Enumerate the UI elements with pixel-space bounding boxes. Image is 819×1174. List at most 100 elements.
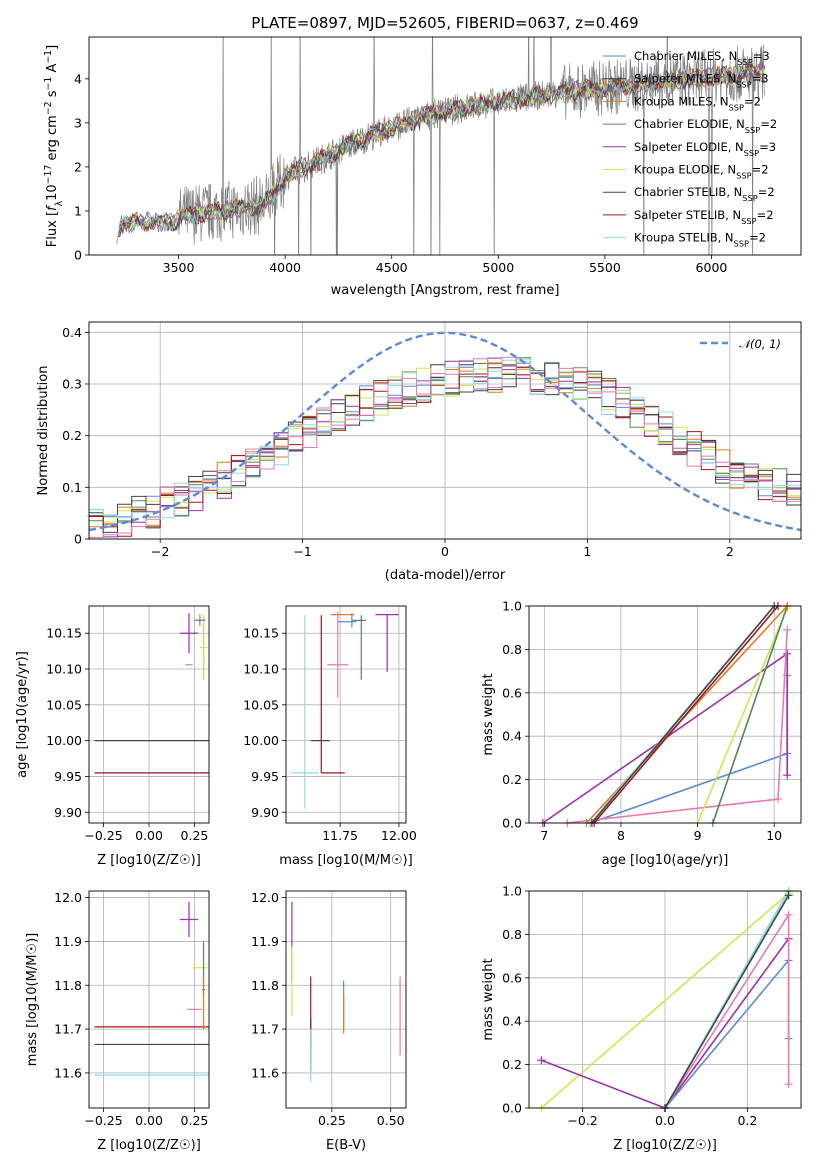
y-axis-label: mass weight: [481, 958, 496, 1040]
gridlines: [89, 322, 801, 540]
x-tick-label: 7: [540, 828, 548, 843]
panel-weight_vs_Z: −0.2 0.0 0.2 0.0 0.2 0.4 0.6 0.8 1.0: [502, 884, 802, 1128]
y-axis-label: mass weight: [481, 673, 496, 755]
error-bar-point: [179, 613, 199, 654]
y-tick-label: 10.00: [243, 733, 279, 748]
weight-line: [591, 605, 775, 824]
x-tick-label: 1: [583, 544, 591, 559]
axes-frame: [528, 605, 802, 824]
panel-weight_vs_age: 7 8 9 10 0.0 0.2 0.4 0.6 0.8 1.0: [502, 599, 802, 843]
x-tick-label: 4000: [269, 260, 301, 275]
y-tick-label: 12.0: [251, 890, 279, 905]
plot-area: [88, 331, 802, 538]
y-tick-label: 10.10: [243, 662, 279, 677]
weight-line: [664, 894, 790, 1109]
y-tick-label: 1: [74, 203, 82, 218]
legend-entry: Kroupa ELODIE, NSSP=2: [634, 163, 769, 181]
y-tick-label: 0.4: [502, 729, 522, 744]
y-tick-label: 0.6: [502, 970, 522, 985]
x-tick-label: 0.25: [318, 1113, 346, 1128]
y-tick-label: 0.2: [62, 428, 82, 443]
axes-frame: [285, 605, 407, 824]
y-tick-label: 4: [74, 71, 82, 86]
x-tick-label: −0.25: [84, 828, 122, 843]
x-tick-label: 0.50: [377, 1113, 405, 1128]
gridlines: [529, 605, 801, 824]
plot-area: [291, 901, 401, 1082]
legend-entry: Chabrier ELODIE, NSSP=2: [634, 117, 777, 135]
weight-line: [696, 607, 788, 824]
y-tick-label: 12.0: [54, 890, 82, 905]
panel-mass_vs_ebv: 0.25 0.50 11.6 11.7 11.8 11.9 12.0: [251, 890, 407, 1128]
y-tick-label: 11.9: [54, 934, 82, 949]
y-tick-label: 11.6: [251, 1065, 279, 1080]
legend-entry: Salpeter STELIB, NSSP=2: [634, 208, 774, 226]
y-axis-label: Normed distribution: [36, 366, 51, 496]
normal-reference-curve: [88, 331, 802, 532]
y-tick-label: 0.8: [502, 642, 522, 657]
x-tick-label: 0.25: [181, 828, 209, 843]
plus-marker: [537, 1056, 546, 1065]
y-tick-label: 0.0: [502, 816, 522, 831]
x-tick-label: 4500: [376, 260, 408, 275]
x-tick-label: 12.00: [381, 828, 417, 843]
legend-entry: Salpeter MILES, NSSP=3: [634, 72, 769, 90]
plus-marker: [783, 649, 792, 658]
x-axis-label: age [log10(age/yr)]: [602, 853, 729, 868]
x-tick-label: 0: [441, 544, 449, 559]
y-tick-label: 11.7: [251, 1022, 279, 1037]
x-axis-label: E(B-V): [326, 1138, 366, 1153]
y-tick-label: 0.2: [502, 772, 522, 787]
y-tick-label: 11.8: [251, 978, 279, 993]
x-tick-label: 5500: [589, 260, 621, 275]
legend-entry: 𝒩(0, 1): [739, 337, 781, 351]
x-tick-label: 10: [766, 828, 782, 843]
y-tick-label: 10.10: [46, 662, 82, 677]
panel-spectrum: 3500 4000 4500 5000 5500 6000 0 1 2 3 4: [74, 36, 802, 275]
y-axis-label: Flux [fλ10−17 erg cm−2 s−1 A−1]: [43, 45, 65, 247]
x-tick-label: 6000: [696, 260, 728, 275]
y-tick-label: 9.90: [54, 805, 82, 820]
gridlines: [89, 891, 209, 1108]
x-axis-label: (data-model)/error: [385, 568, 506, 583]
y-tick-label: 0.0: [502, 1101, 522, 1116]
x-tick-label: 3500: [163, 260, 195, 275]
x-tick-label: −1: [293, 544, 311, 559]
x-axis-label: wavelength [Angstrom, rest frame]: [331, 283, 560, 298]
plus-marker: [784, 891, 793, 900]
x-tick-label: 0.2: [737, 1113, 757, 1128]
x-tick-label: 0.25: [181, 1113, 209, 1128]
x-tick-label: 8: [617, 828, 625, 843]
x-tick-label: 5000: [482, 260, 514, 275]
x-tick-label: 11.75: [322, 828, 358, 843]
x-tick-label: 0.00: [135, 1113, 163, 1128]
legend: 𝒩(0, 1): [700, 337, 781, 351]
legend-entry: Chabrier MILES, NSSP=3: [634, 49, 770, 67]
y-tick-label: 10.05: [243, 697, 279, 712]
x-tick-label: −0.2: [567, 1113, 597, 1128]
y-tick-label: 9.95: [251, 769, 279, 784]
model-spectrum-line: [118, 66, 766, 232]
error-bar-point: [194, 617, 206, 624]
gridlines: [89, 606, 209, 823]
y-tick-label: 0: [74, 248, 82, 263]
histogram-step: [89, 356, 801, 538]
plus-marker: [784, 910, 793, 919]
y-tick-label: 0.3: [62, 377, 82, 392]
chart-title: PLATE=0897, MJD=52605, FIBERID=0637, z=0…: [251, 14, 638, 32]
plus-marker: [774, 795, 783, 804]
y-tick-label: 0.4: [502, 1014, 522, 1029]
y-tick-label: 1.0: [502, 884, 522, 899]
weight-line: [593, 605, 779, 824]
plot-area: [290, 611, 399, 809]
weight-line: [567, 629, 788, 824]
weight-line: [712, 605, 788, 824]
legend: Chabrier MILES, NSSP=3 Salpeter MILES, NS…: [603, 49, 777, 249]
legend-entry: Kroupa STELIB, NSSP=2: [634, 231, 766, 249]
panel-residuals: −2 −1 0 1 2 0 0.1 0.2 0.3 0.4: [62, 321, 802, 559]
x-tick-label: 9: [694, 828, 702, 843]
x-tick-label: −0.25: [84, 1113, 122, 1128]
error-bar-point: [179, 901, 199, 938]
weight-line: [664, 912, 790, 1109]
